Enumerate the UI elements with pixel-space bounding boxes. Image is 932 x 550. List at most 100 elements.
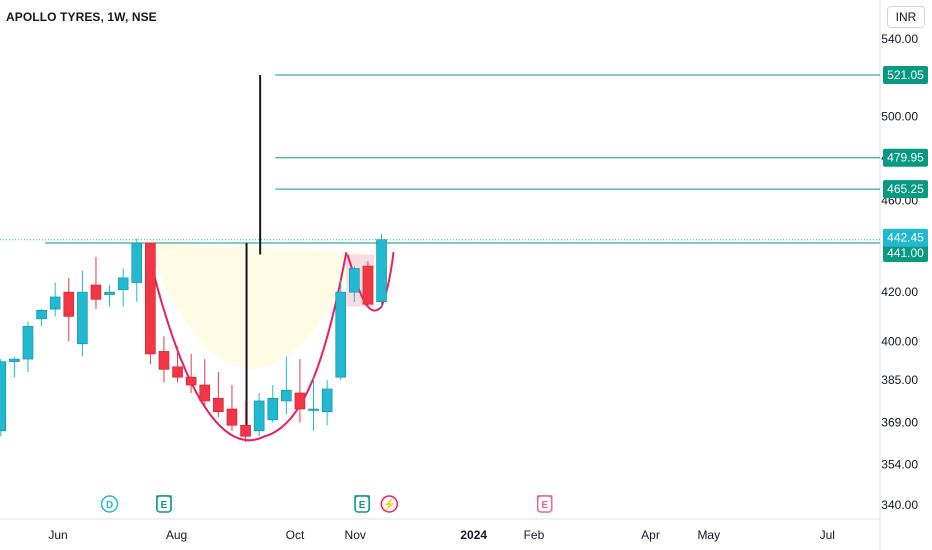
candle-2023-07-03 <box>117 268 129 307</box>
candle-2023-05-15 <box>22 321 34 372</box>
candle-body <box>104 291 115 295</box>
candle-2023-08-07 <box>185 353 197 393</box>
event-marker-4[interactable]: ⚡ <box>380 495 399 513</box>
candle-body <box>117 277 129 291</box>
event-marker-3[interactable]: E <box>354 495 370 513</box>
level-tag-521.05: 521.05 <box>883 65 928 84</box>
earnings-event-symbol: E <box>359 500 366 511</box>
candle-body <box>77 291 88 345</box>
candle-body <box>22 325 34 360</box>
time-tick-May: May <box>697 528 720 542</box>
candle-2023-06-26 <box>104 284 115 307</box>
current-price-tag-bg <box>883 228 928 247</box>
dividend-event-symbol: D <box>106 500 113 511</box>
candle-2023-07-31 <box>172 346 183 383</box>
candle-body <box>308 408 319 411</box>
time-tick-Jun: Jun <box>48 528 67 542</box>
time-tick-2024: 2024 <box>460 528 487 542</box>
candle-2023-05-08 <box>9 356 20 378</box>
current-price-tag: 442.45 <box>883 228 928 247</box>
earnings-event-box <box>536 495 553 513</box>
level-tag-441.00-bg <box>883 244 928 263</box>
candle-body <box>267 397 279 421</box>
split-event-symbol: ⚡ <box>382 498 396 511</box>
candle-2023-10-30 <box>349 266 360 302</box>
candle-body <box>185 376 197 386</box>
cup-fill <box>145 243 363 369</box>
candle-body <box>49 296 61 310</box>
level-tag-441.00: 441.00 <box>883 244 928 263</box>
candle-body <box>0 361 7 432</box>
current-price-tag-text: 442.45 <box>887 231 924 245</box>
candle-body <box>335 291 347 378</box>
level-tag-465.25-text: 465.25 <box>887 182 924 196</box>
candle-body <box>362 265 374 305</box>
candle-body <box>294 392 306 410</box>
price-tick-label: 340.00 <box>881 498 918 512</box>
level-tag-479.95: 479.95 <box>883 148 928 167</box>
candle-2023-11-06 <box>362 261 374 307</box>
level-tag-465.25: 465.25 <box>883 180 928 199</box>
candle-2023-08-14 <box>199 359 211 407</box>
event-marker-5[interactable]: E <box>536 495 553 513</box>
candle-body <box>253 400 265 432</box>
candle-body <box>281 390 292 402</box>
earnings-event-box <box>354 495 370 513</box>
candle-body <box>90 284 102 300</box>
candle-body <box>213 397 224 412</box>
level-tag-521.05-text: 521.05 <box>887 68 924 82</box>
time-tick-Apr: Apr <box>641 528 660 542</box>
dividend-event-icon <box>100 495 119 513</box>
candle-2023-10-23 <box>335 280 347 380</box>
time-tick-Jul: Jul <box>820 528 835 542</box>
candle-2023-08-28 <box>226 385 238 431</box>
candle-2023-11-13 <box>376 233 387 307</box>
price-tick-label: 354.00 <box>881 457 918 471</box>
candle-2023-08-21 <box>213 371 224 418</box>
event-marker-1[interactable]: D <box>100 495 119 513</box>
candle-2023-10-16 <box>321 379 333 426</box>
candle-2023-10-02 <box>294 359 306 423</box>
price-tick-label: 400.00 <box>881 334 918 348</box>
candle-2023-07-24 <box>158 336 170 383</box>
candle-2023-05-01 <box>0 359 7 437</box>
earnings-event-symbol: E <box>161 500 168 511</box>
candle-body <box>240 424 251 437</box>
candle-2023-05-22 <box>36 309 47 327</box>
time-tick-Aug: Aug <box>166 528 187 542</box>
price-tick-label: 540.00 <box>881 32 918 46</box>
candle-body <box>158 351 170 370</box>
chart-title: APOLLO TYRES, 1W, NSE <box>6 10 157 24</box>
candle-2023-09-18 <box>267 385 279 423</box>
price-tick-label: 385.00 <box>881 373 918 387</box>
level-tag-521.05-bg <box>883 65 928 84</box>
candle-2023-07-17 <box>145 242 156 365</box>
candle-body <box>172 366 183 378</box>
candle-2023-06-05 <box>63 277 75 342</box>
candle-body <box>145 242 156 355</box>
time-tick-Feb: Feb <box>524 528 545 542</box>
candle-2023-06-12 <box>77 270 88 357</box>
price-tick-label: 420.00 <box>881 285 918 299</box>
candle-body <box>199 384 211 402</box>
candle-2023-10-09 <box>308 377 319 431</box>
candle-2023-06-19 <box>90 256 102 310</box>
currency-selector[interactable]: INR <box>887 6 925 28</box>
event-marker-2[interactable]: E <box>156 495 172 513</box>
candle-body <box>63 291 75 317</box>
candle-2023-09-25 <box>281 356 292 415</box>
earnings-event-box <box>156 495 172 513</box>
time-tick-Nov: Nov <box>345 528 366 542</box>
candle-body <box>36 309 47 320</box>
candle-body <box>226 408 238 426</box>
candle-body <box>9 358 20 362</box>
level-tag-465.25-bg <box>883 180 928 199</box>
level-tag-479.95-text: 479.95 <box>887 151 924 165</box>
candle-body <box>131 242 143 283</box>
candle-2023-07-10 <box>131 238 143 302</box>
price-tick-label: 500.00 <box>881 110 918 124</box>
time-tick-Oct: Oct <box>286 528 305 542</box>
split-event-icon <box>380 495 399 513</box>
candle-body <box>349 268 360 293</box>
